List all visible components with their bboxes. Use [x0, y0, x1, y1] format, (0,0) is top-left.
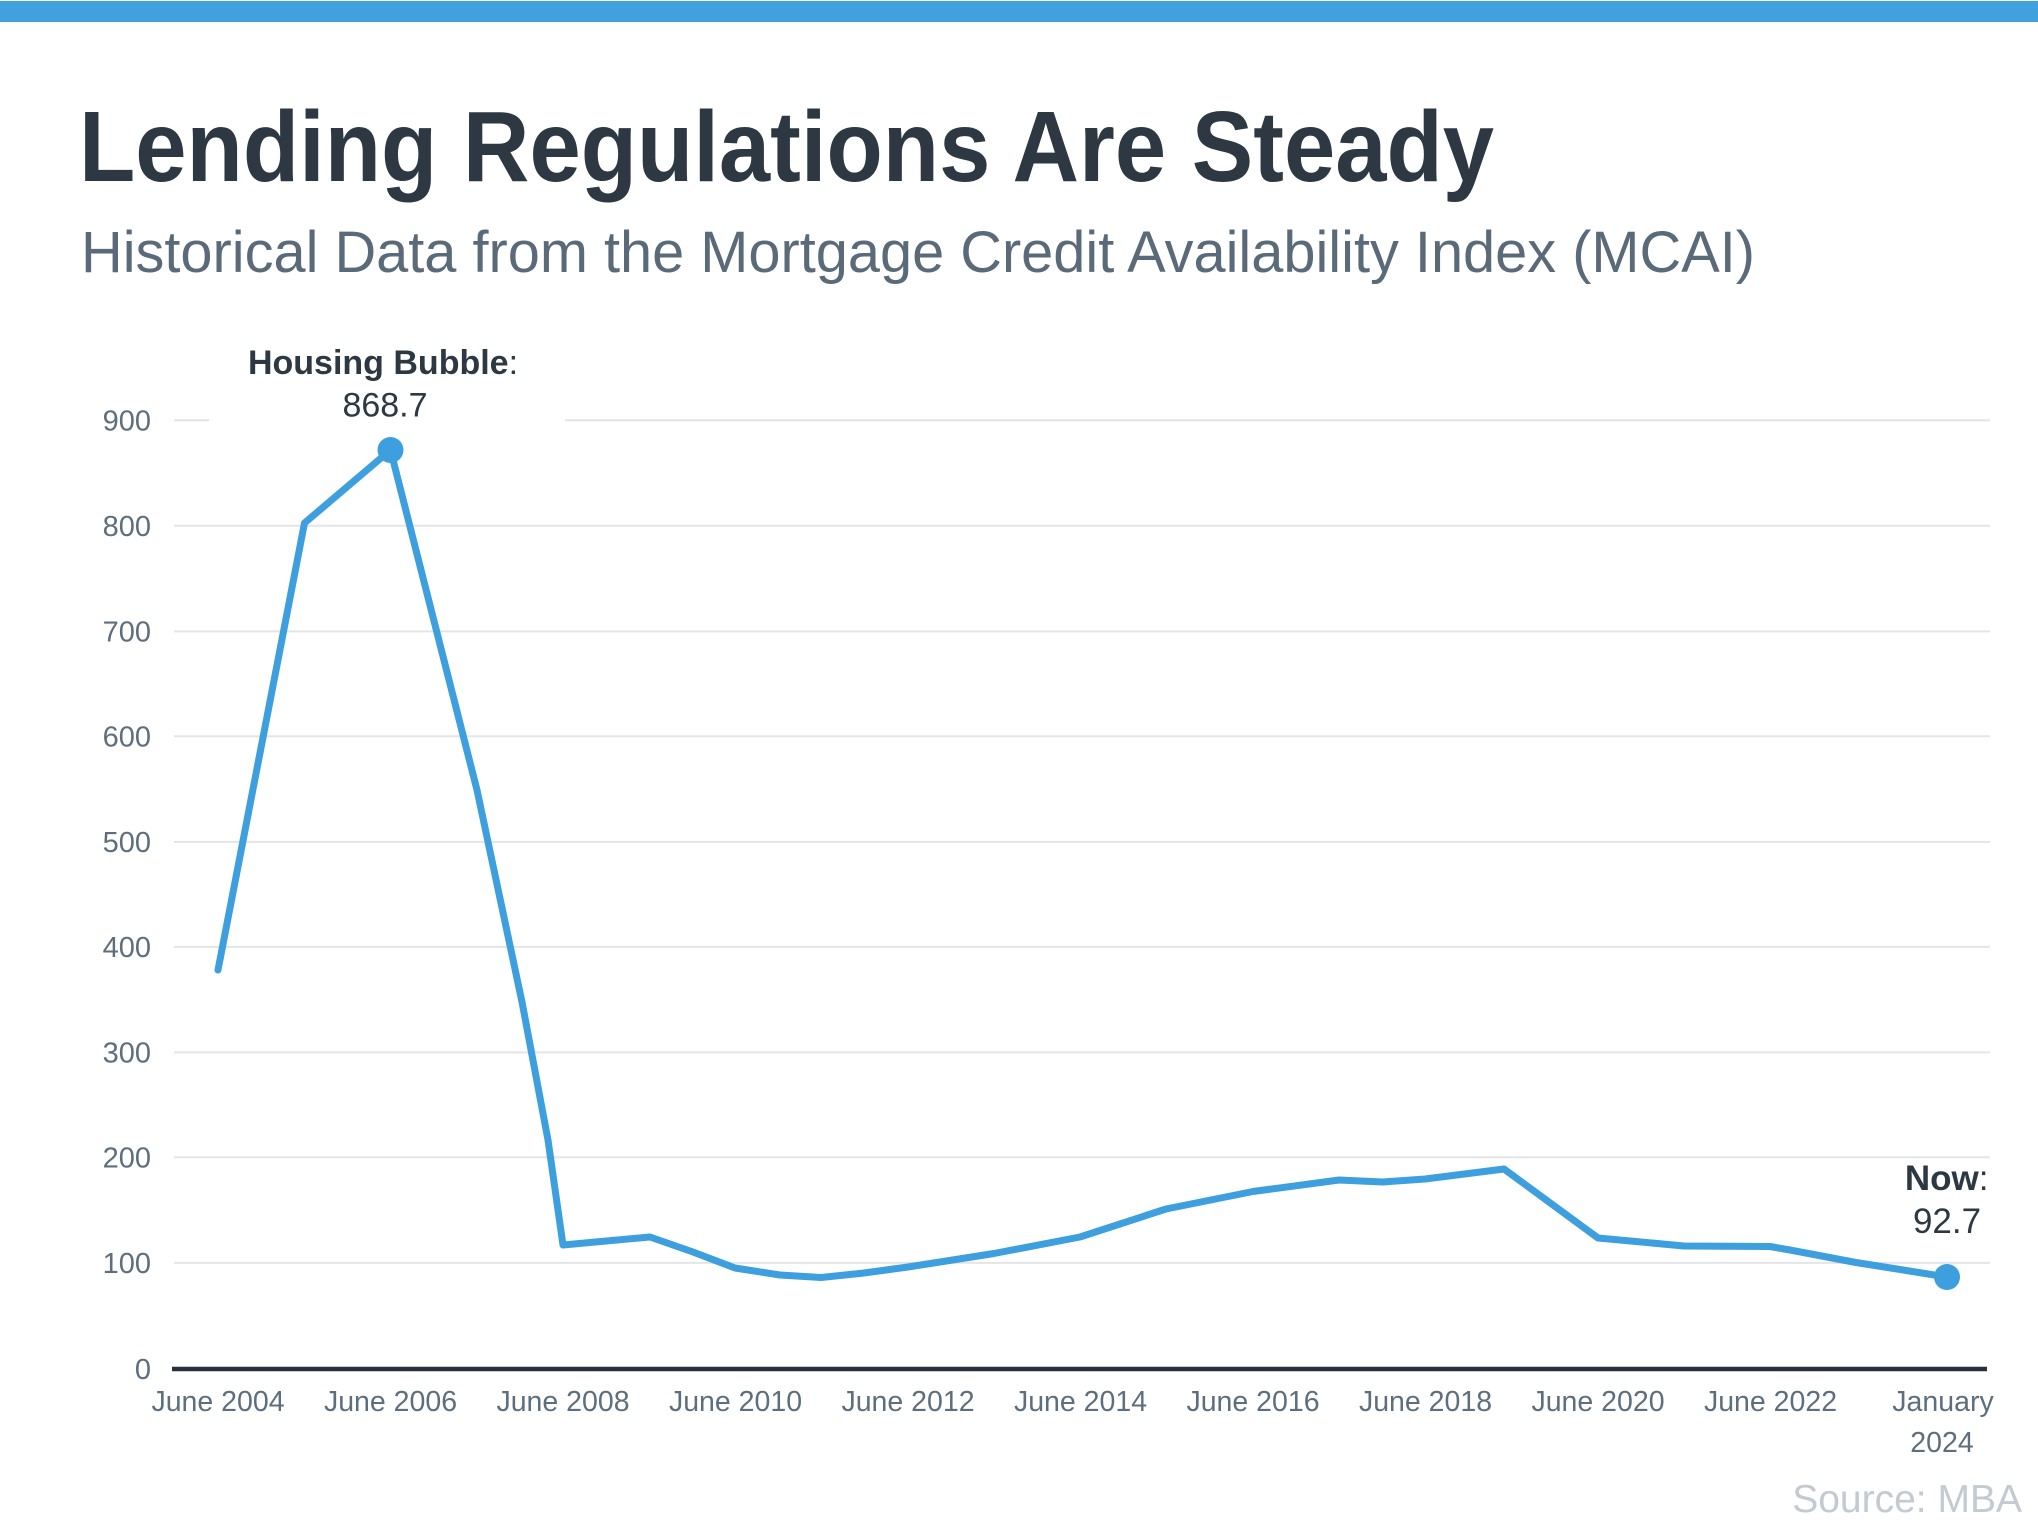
svg-text:June 2014: June 2014	[1014, 1386, 1147, 1418]
svg-text:Lending Regulations Are Steady: Lending Regulations Are Steady	[79, 91, 1494, 203]
svg-text:300: 300	[103, 1038, 151, 1070]
svg-text:92.7: 92.7	[1913, 1202, 1981, 1241]
svg-text:100: 100	[103, 1248, 151, 1280]
svg-text:700: 700	[103, 617, 151, 649]
svg-text:June 2010: June 2010	[669, 1386, 802, 1418]
svg-text:0: 0	[135, 1354, 151, 1386]
svg-text:June 2012: June 2012	[841, 1386, 974, 1418]
svg-text:Now:: Now:	[1905, 1159, 1989, 1198]
svg-text:June 2020: June 2020	[1531, 1386, 1664, 1418]
svg-text:June 2022: June 2022	[1704, 1386, 1837, 1418]
svg-text:500: 500	[103, 827, 151, 859]
svg-text:June 2008: June 2008	[496, 1386, 629, 1418]
svg-text:June 2006: June 2006	[324, 1386, 457, 1418]
svg-text:400: 400	[103, 932, 151, 964]
svg-text:800: 800	[103, 511, 151, 543]
svg-text:June 2018: June 2018	[1359, 1386, 1492, 1418]
svg-text:June 2016: June 2016	[1186, 1386, 1319, 1418]
svg-text:January: January	[1892, 1386, 1994, 1418]
svg-text:Historical Data from the Mortg: Historical Data from the Mortgage Credit…	[81, 220, 1755, 285]
svg-text:868.7: 868.7	[342, 387, 427, 425]
svg-text:900: 900	[103, 406, 151, 438]
svg-text:600: 600	[103, 722, 151, 754]
svg-text:June 2004: June 2004	[151, 1386, 284, 1418]
svg-text:Source: MBA: Source: MBA	[1792, 1478, 2022, 1521]
svg-text:Housing Bubble:: Housing Bubble:	[248, 344, 518, 382]
svg-text:200: 200	[103, 1143, 151, 1175]
svg-text:2024: 2024	[1910, 1427, 1974, 1459]
